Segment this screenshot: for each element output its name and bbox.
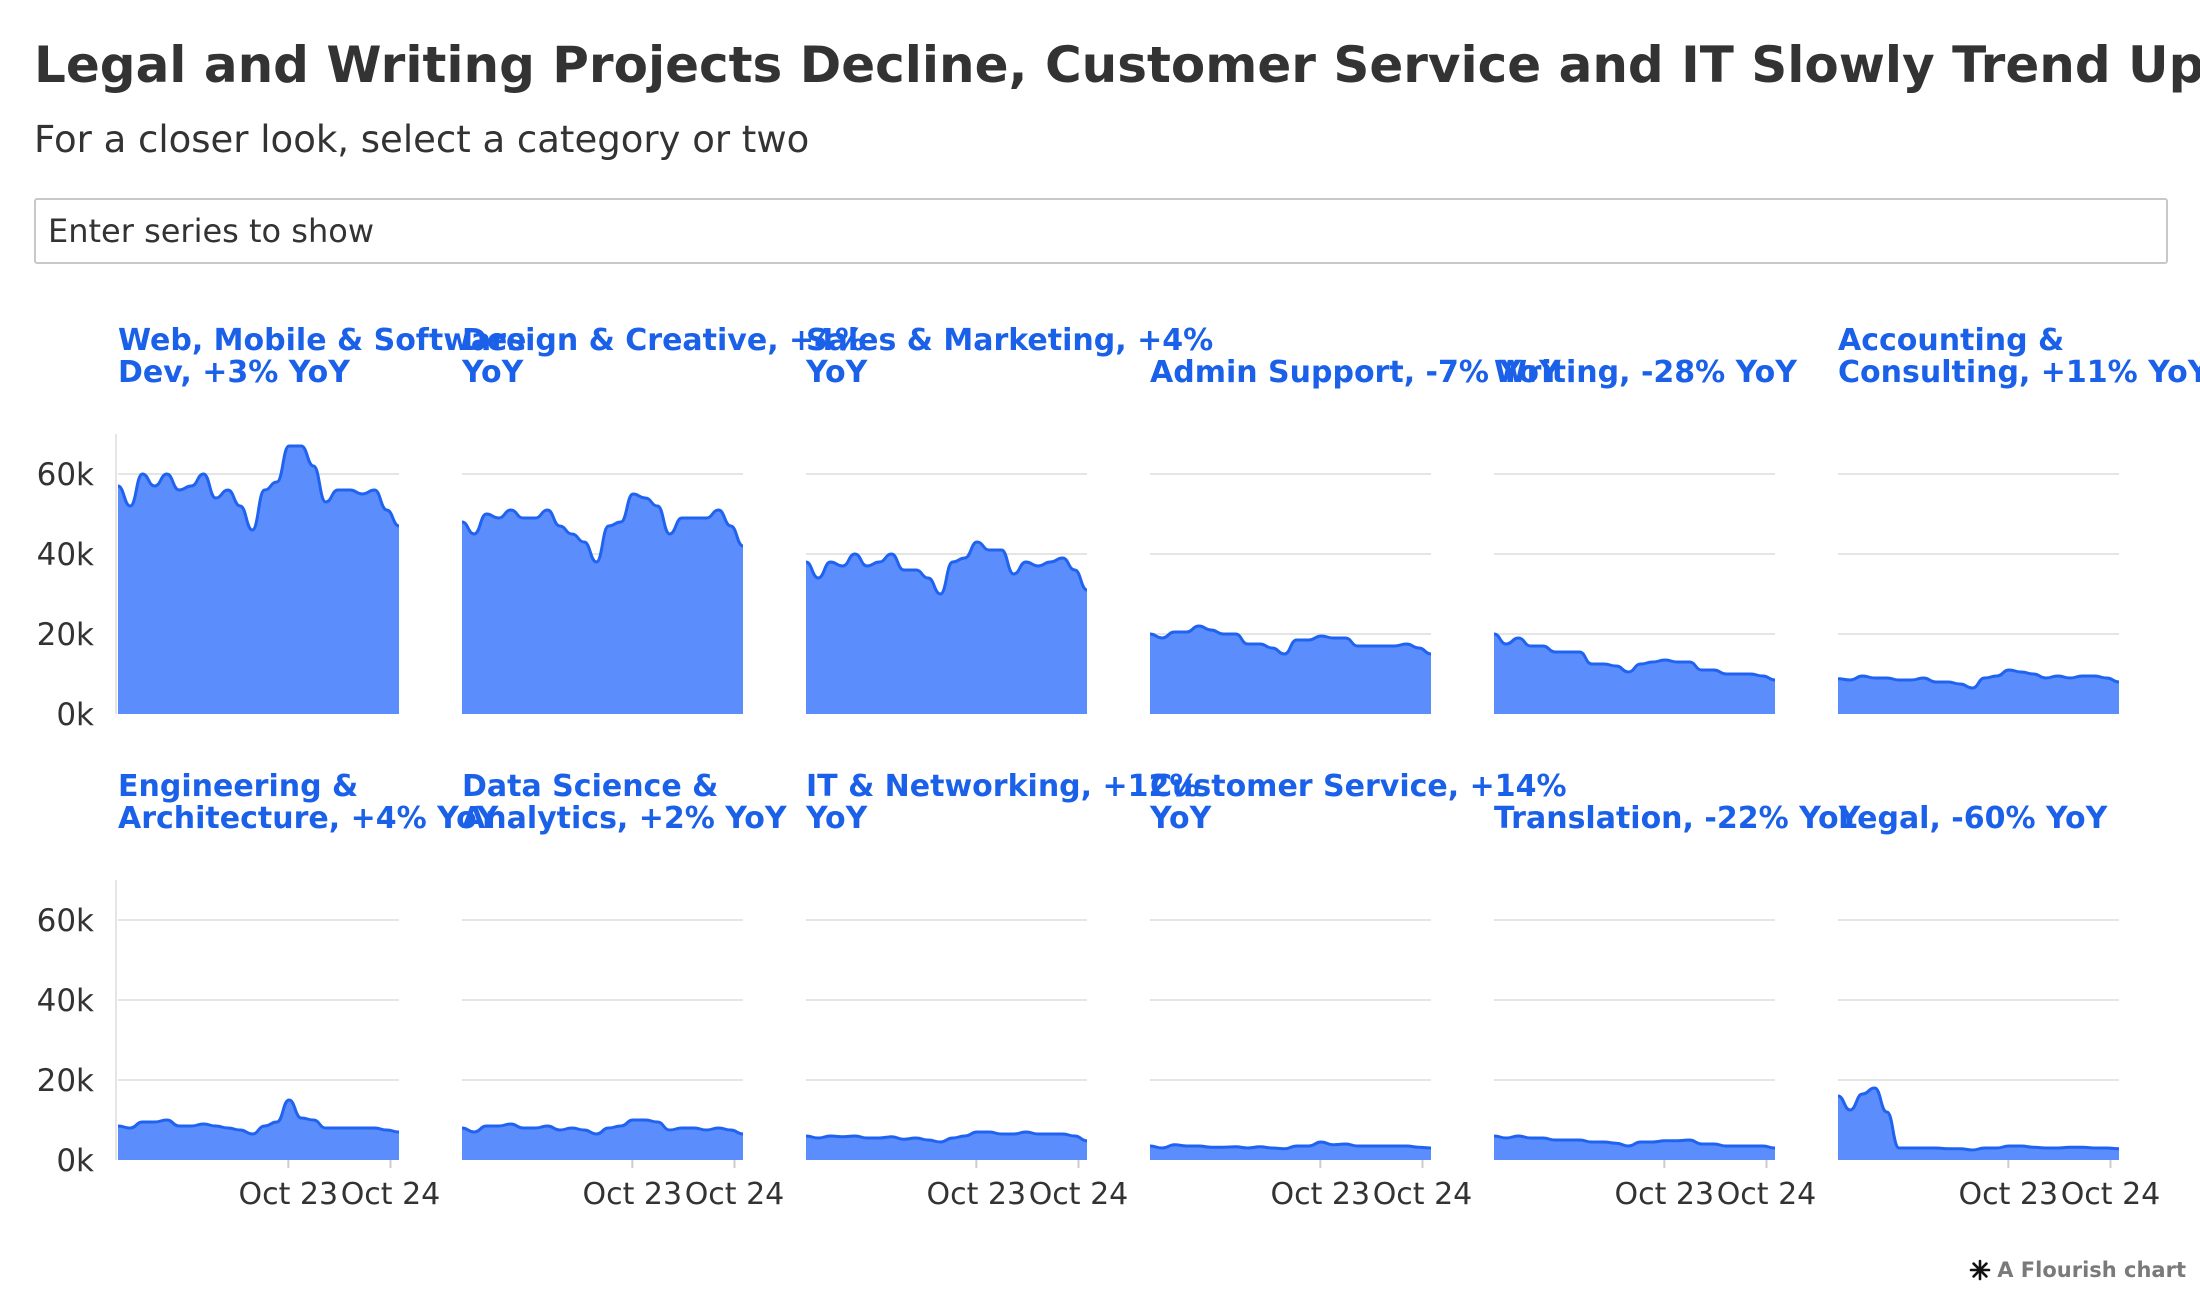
panel-engineering-and-architecture[interactable]: Engineering & Architecture, +4% YoY Oct 23… <box>117 769 500 1212</box>
area-legal <box>1838 1088 2119 1160</box>
chart-title: Legal and Writing Projects Decline, Cust… <box>34 36 2200 94</box>
x-tick-label: Oct 24 <box>2061 1177 2161 1212</box>
panel-title-web-mobile-and-software-dev[interactable]: Web, Mobile & Software Dev, +3% YoY <box>118 323 526 390</box>
panel-customer-service[interactable]: Customer Service, +14% YoY Oct 23 Oct 24 <box>1149 769 1567 1212</box>
y-tick-label: 0k <box>56 1143 94 1179</box>
y-tick-label: 20k <box>37 617 94 653</box>
panel-title-design-and-creative[interactable]: Design & Creative, +4% YoY <box>461 323 865 390</box>
line-accounting-and-consulting <box>1837 668 2120 690</box>
line-translation <box>1493 1134 1776 1150</box>
panel-title-sales-and-marketing[interactable]: Sales & Marketing, +4% YoY <box>805 323 1213 390</box>
x-tick-label: Oct 23 <box>1271 1177 1371 1212</box>
line-sales-and-marketing <box>805 540 1088 596</box>
y-tick-label: 20k <box>37 1063 94 1099</box>
line-design-and-creative <box>461 492 744 564</box>
panel-title-it-and-networking[interactable]: IT & Networking, +12% YoY <box>805 769 1199 836</box>
panel-accounting-and-consulting[interactable]: Accounting & Consulting, +11% YoY <box>1837 323 2200 714</box>
line-customer-service <box>1149 1140 1432 1151</box>
x-tick-label: Oct 24 <box>341 1177 441 1212</box>
line-legal <box>1837 1086 2120 1152</box>
series-search-input[interactable] <box>34 198 2168 264</box>
line-writing <box>1493 632 1776 682</box>
x-tick-label: Oct 23 <box>1615 1177 1715 1212</box>
flourish-credit-link[interactable]: A Flourish chart <box>1969 1258 2186 1282</box>
area-sales-and-marketing <box>806 542 1087 714</box>
x-tick-label: Oct 23 <box>1959 1177 2059 1212</box>
y-axis-row-2: 0k 20k 40k 60k <box>37 880 117 1179</box>
flourish-logo-icon <box>1969 1259 1991 1281</box>
panel-legal[interactable]: Legal, -60% YoY Oct 23 Oct 24 <box>1837 801 2161 1212</box>
x-tick-label: Oct 23 <box>583 1177 683 1212</box>
x-tick-label: Oct 23 <box>239 1177 339 1212</box>
y-tick-label: 40k <box>37 537 94 573</box>
panel-title-customer-service[interactable]: Customer Service, +14% YoY <box>1149 769 1567 836</box>
y-tick-label: 0k <box>56 697 94 733</box>
panel-sales-and-marketing[interactable]: Sales & Marketing, +4% YoY <box>805 323 1213 714</box>
panel-title-legal[interactable]: Legal, -60% YoY <box>1838 801 2109 836</box>
y-tick-label: 60k <box>37 457 94 493</box>
panel-admin-support[interactable]: Admin Support, -7% YoY <box>1149 355 1562 714</box>
line-web-mobile-and-software-dev <box>117 444 400 532</box>
area-writing <box>1494 634 1775 714</box>
panel-title-accounting-and-consulting[interactable]: Accounting & Consulting, +11% YoY <box>1838 323 2200 390</box>
panel-title-engineering-and-architecture[interactable]: Engineering & Architecture, +4% YoY <box>118 769 500 836</box>
panel-web-mobile-and-software-dev[interactable]: Web, Mobile & Software Dev, +3% YoY <box>117 323 526 714</box>
panel-title-data-science-and-analytics[interactable]: Data Science & Analytics, +2% YoY <box>462 769 788 836</box>
panel-design-and-creative[interactable]: Design & Creative, +4% YoY <box>461 323 865 714</box>
area-translation <box>1494 1136 1775 1160</box>
panel-title-admin-support[interactable]: Admin Support, -7% YoY <box>1150 355 1562 390</box>
chart-subtitle: For a closer look, select a category or … <box>34 118 810 161</box>
y-tick-label: 40k <box>37 983 94 1019</box>
flourish-credit-text: A Flourish chart <box>1997 1258 2186 1282</box>
area-admin-support <box>1150 626 1431 714</box>
area-design-and-creative <box>462 494 743 714</box>
x-tick-label: Oct 24 <box>1373 1177 1473 1212</box>
line-it-and-networking <box>805 1130 1088 1144</box>
panel-it-and-networking[interactable]: IT & Networking, +12% YoY Oct 23 Oct 24 <box>805 769 1199 1212</box>
x-tick-label: Oct 24 <box>1029 1177 1129 1212</box>
y-tick-label: 60k <box>37 903 94 939</box>
x-tick-label: Oct 23 <box>927 1177 1027 1212</box>
line-admin-support <box>1149 624 1432 656</box>
panel-writing[interactable]: Writing, -28% YoY <box>1493 355 1798 714</box>
panel-title-translation[interactable]: Translation, -22% YoY <box>1494 801 1862 836</box>
panel-data-science-and-analytics[interactable]: Data Science & Analytics, +2% YoY Oct 23 Oc… <box>461 769 788 1212</box>
line-data-science-and-analytics <box>461 1118 744 1136</box>
y-axis-row-1: 0k 20k 40k 60k <box>37 434 117 733</box>
x-tick-label: Oct 24 <box>685 1177 785 1212</box>
panel-title-writing[interactable]: Writing, -28% YoY <box>1494 355 1798 390</box>
line-engineering-and-architecture <box>117 1098 400 1136</box>
area-web-mobile-and-software-dev <box>118 446 399 714</box>
x-tick-label: Oct 24 <box>1717 1177 1817 1212</box>
panel-translation[interactable]: Translation, -22% YoY Oct 23 Oct 24 <box>1493 801 1862 1212</box>
